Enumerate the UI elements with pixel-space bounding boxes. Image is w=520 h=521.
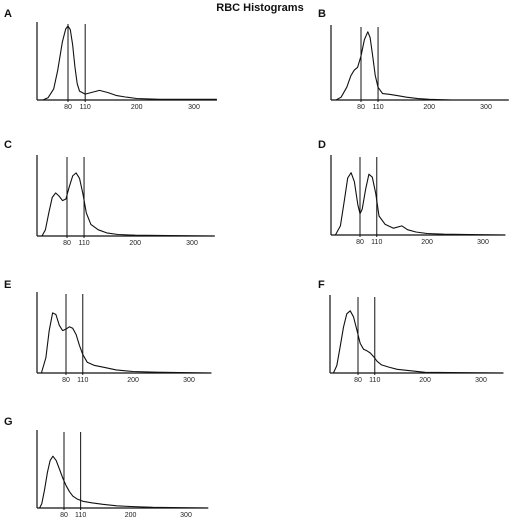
x-tick-label: 110	[78, 240, 89, 247]
histogram-panel-d: D 80 110 200 300	[318, 139, 506, 246]
x-tick-label: 300	[188, 104, 200, 111]
x-tick-label: 300	[477, 239, 489, 246]
x-tick-label: 80	[62, 377, 70, 384]
x-tick-label: 200	[421, 239, 433, 246]
panel-label: A	[4, 8, 12, 20]
x-tick-label: 300	[186, 240, 198, 247]
x-tick-label: 80	[64, 104, 72, 111]
x-tick-label: 200	[129, 240, 141, 247]
x-tick-label: 300	[180, 512, 192, 519]
panel-label: D	[318, 139, 326, 151]
x-tick-label: 110	[75, 512, 86, 519]
histogram-panel-f: F 80 110 200 300	[318, 279, 504, 384]
x-tick-label: 200	[125, 512, 137, 519]
histogram-panel-c: C 80 110 200 300	[4, 139, 215, 247]
x-tick-label: 110	[80, 104, 91, 111]
rbc-distribution-curve	[40, 312, 212, 374]
rbc-distribution-curve	[332, 310, 504, 374]
rbc-distribution-curve	[335, 31, 509, 101]
panel-label: G	[4, 416, 13, 428]
histogram-panel-g: G 80 110 200 300	[4, 416, 209, 519]
x-tick-label: 80	[63, 240, 71, 247]
rbc-distribution-curve	[39, 455, 209, 509]
panel-label: E	[4, 279, 11, 291]
x-tick-label: 110	[372, 104, 383, 111]
x-tick-label: 200	[131, 104, 143, 111]
x-tick-label: 200	[419, 377, 431, 384]
x-tick-label: 80	[356, 239, 364, 246]
panel-label: F	[318, 279, 325, 291]
x-tick-label: 110	[77, 377, 88, 384]
rbc-distribution-curve	[41, 172, 215, 237]
x-tick-label: 110	[369, 377, 380, 384]
panel-label: C	[4, 139, 12, 151]
histogram-panel-e: E 80 110 200 300	[4, 279, 212, 384]
chart-title: RBC Histograms	[216, 2, 304, 14]
x-tick-label: 80	[60, 512, 68, 519]
x-tick-label: 80	[357, 104, 365, 111]
x-tick-label: 300	[475, 377, 487, 384]
histogram-panel-a: A 80 110 200 300	[4, 8, 217, 111]
x-tick-label: 200	[423, 104, 435, 111]
rbc-distribution-curve	[334, 172, 506, 236]
x-tick-label: 80	[354, 377, 362, 384]
histogram-panel-b: B 80 110 200 300	[318, 8, 509, 111]
rbc-distribution-curve	[42, 25, 217, 101]
x-tick-label: 300	[183, 377, 195, 384]
x-tick-label: 110	[371, 239, 382, 246]
panel-label: B	[318, 8, 326, 20]
x-tick-label: 200	[127, 377, 139, 384]
x-tick-label: 300	[480, 104, 492, 111]
